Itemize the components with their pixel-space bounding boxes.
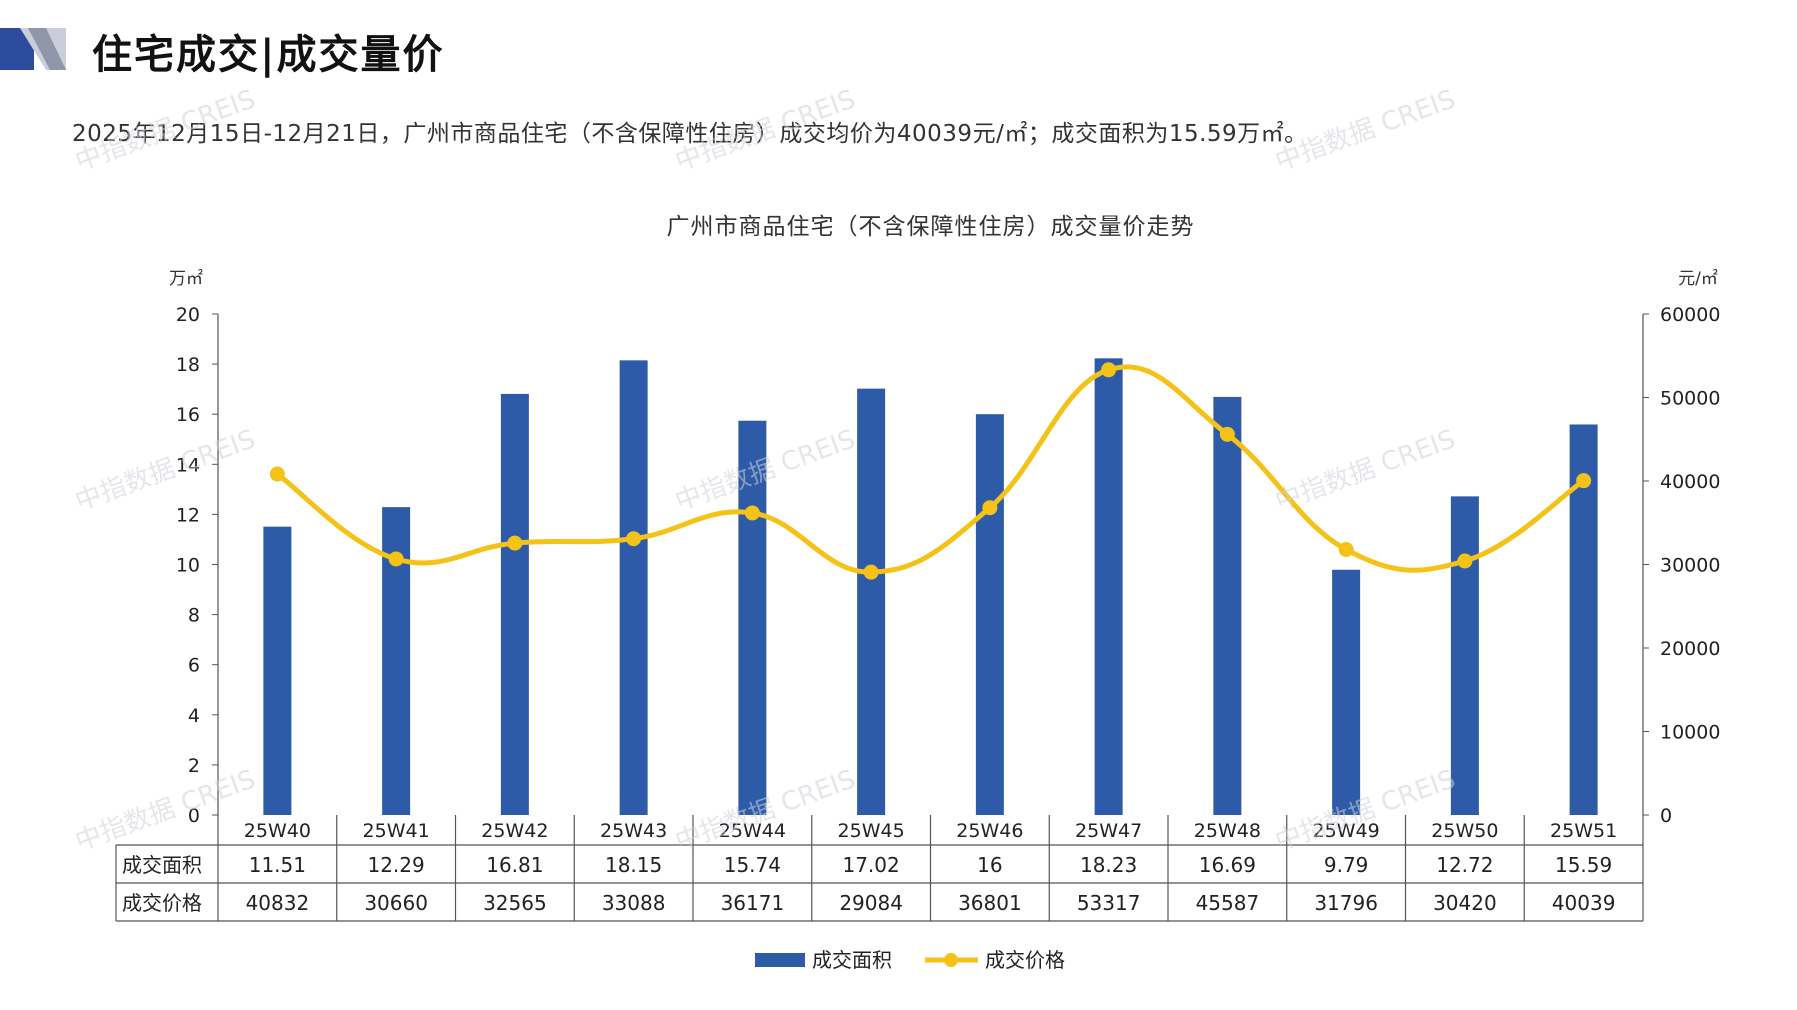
- price-value-label: 53317: [1077, 891, 1141, 915]
- bar: [263, 526, 292, 815]
- category-label: 25W49: [1313, 820, 1380, 842]
- legend-line-marker: [944, 953, 958, 967]
- area-value-label: 12.29: [367, 853, 424, 877]
- bar: [500, 393, 529, 815]
- area-value-label: 16.69: [1199, 853, 1256, 877]
- y-right-unit: 元/㎡: [1678, 269, 1718, 289]
- summary-text: 2025年12月15日-12月21日，广州市商品住宅（不含保障性住房）成交均价为…: [72, 121, 1308, 147]
- area-value-label: 12.72: [1436, 853, 1493, 877]
- price-value-label: 33088: [602, 891, 666, 915]
- area-value-label: 16.81: [486, 853, 543, 877]
- y-left-tick-label: 2: [188, 755, 200, 777]
- y-left-tick-label: 20: [176, 304, 200, 326]
- price-value-label: 31796: [1314, 891, 1378, 915]
- category-label: 25W46: [956, 820, 1023, 842]
- price-value-label: 29084: [839, 891, 903, 915]
- y-left-tick-label: 14: [176, 454, 200, 476]
- y-right-tick-label: 20000: [1660, 638, 1720, 660]
- price-value-label: 40039: [1552, 891, 1616, 915]
- bar: [619, 360, 648, 815]
- area-value-label: 17.02: [842, 853, 899, 877]
- category-label: 25W43: [600, 820, 667, 842]
- category-label: 25W40: [244, 820, 311, 842]
- area-value-label: 16: [977, 853, 1002, 877]
- y-left-tick-label: 8: [188, 605, 200, 627]
- y-left-tick-label: 6: [188, 655, 200, 677]
- area-value-label: 9.79: [1324, 853, 1369, 877]
- category-label: 25W48: [1194, 820, 1261, 842]
- price-value-label: 30420: [1433, 891, 1497, 915]
- y-right-tick-label: 0: [1660, 805, 1672, 827]
- area-value-label: 18.23: [1080, 853, 1137, 877]
- category-label: 25W51: [1550, 820, 1617, 842]
- price-value-label: 30660: [364, 891, 428, 915]
- table-row-header: 成交面积: [122, 853, 202, 877]
- price-value-label: 36801: [958, 891, 1022, 915]
- bar: [738, 420, 767, 815]
- y-left-tick-label: 4: [188, 705, 200, 727]
- page-title: 住宅成交|成交量价: [92, 31, 445, 78]
- price-value-label: 40832: [246, 891, 310, 915]
- price-value-label: 45587: [1196, 891, 1260, 915]
- legend-label: 成交面积: [812, 948, 892, 972]
- price-point: [1338, 542, 1354, 558]
- price-point: [1101, 362, 1117, 378]
- price-point: [269, 466, 285, 482]
- category-label: 25W41: [363, 820, 430, 842]
- y-left-tick-label: 16: [176, 404, 200, 426]
- bar: [1450, 496, 1479, 815]
- price-line: [274, 364, 1587, 575]
- y-left-tick-label: 10: [176, 555, 200, 577]
- price-point: [1576, 473, 1592, 489]
- table-row-header: 成交价格: [122, 891, 202, 915]
- y-right-tick-label: 40000: [1660, 471, 1720, 493]
- price-point: [626, 531, 642, 547]
- price-point: [507, 535, 523, 551]
- category-label: 25W44: [719, 820, 786, 842]
- bar: [1094, 358, 1123, 815]
- bar: [857, 388, 886, 815]
- y-left-tick-label: 18: [176, 354, 200, 376]
- y-right-tick-label: 30000: [1660, 555, 1720, 577]
- y-right-tick-label: 60000: [1660, 304, 1720, 326]
- category-label: 25W42: [481, 820, 548, 842]
- price-point: [982, 500, 998, 516]
- area-value-label: 18.15: [605, 853, 662, 877]
- bar: [1332, 569, 1361, 815]
- category-label: 25W50: [1431, 820, 1498, 842]
- price-point: [1457, 553, 1473, 569]
- price-point: [863, 564, 879, 580]
- logo-icon: [0, 28, 66, 70]
- category-label: 25W47: [1075, 820, 1142, 842]
- bar: [975, 414, 1004, 815]
- legend-bar-swatch: [755, 953, 805, 967]
- y-left-tick-label: 12: [176, 504, 200, 526]
- price-point: [388, 551, 404, 567]
- area-value-label: 15.74: [724, 853, 781, 877]
- area-value-label: 11.51: [249, 853, 306, 877]
- bar: [1213, 396, 1242, 815]
- price-point: [1219, 426, 1235, 442]
- y-left-tick-label: 0: [188, 805, 200, 827]
- y-right-tick-label: 10000: [1660, 722, 1720, 744]
- price-value-label: 36171: [721, 891, 785, 915]
- y-left-unit: 万㎡: [169, 269, 203, 289]
- chart-title: 广州市商品住宅（不含保障性住房）成交量价走势: [667, 214, 1195, 240]
- y-right-tick-label: 50000: [1660, 388, 1720, 410]
- price-value-label: 32565: [483, 891, 547, 915]
- price-point: [744, 505, 760, 521]
- category-label: 25W45: [838, 820, 905, 842]
- legend-label: 成交价格: [985, 948, 1065, 972]
- area-value-label: 15.59: [1555, 853, 1612, 877]
